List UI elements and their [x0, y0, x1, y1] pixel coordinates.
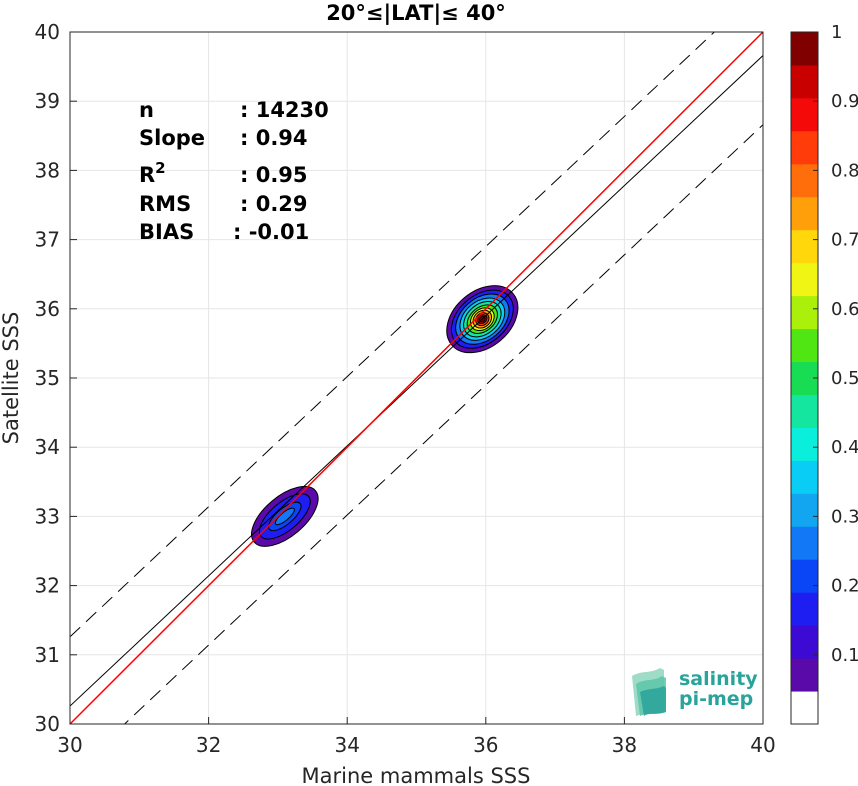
colorbar-segment	[791, 196, 818, 231]
logo-line-1: salinity	[679, 668, 758, 690]
colorbar-tick-label: 0.8	[831, 160, 858, 181]
stat-value: : 14230	[240, 98, 329, 122]
x-axis-label: Marine mammals SSS	[302, 764, 531, 786]
x-axis-ticks: 30 32 34 36 38 40	[57, 717, 776, 757]
y-tick-label: 38	[35, 158, 60, 182]
colorbar-tick-label: 1	[831, 22, 842, 43]
colorbar-segment	[791, 64, 818, 99]
rms-band-upper-line	[70, 32, 716, 638]
one-to-one-line	[70, 32, 763, 724]
colorbar-segment	[791, 32, 818, 66]
y-tick-label: 30	[35, 712, 60, 736]
y-axis-ticks: 30 31 32 33 34 35 36 37 38 39 40	[35, 20, 77, 736]
colorbar-tick-label: 0.3	[831, 506, 858, 527]
y-tick-label: 36	[35, 297, 60, 321]
colorbar: 0.1 0.2 0.3 0.4 0.5 0.6 0.7 0.8 0.9 1	[790, 22, 858, 725]
stat-label: n	[139, 98, 154, 122]
x-tick-label: 32	[196, 733, 221, 757]
grid	[69, 31, 764, 725]
colorbar-segment	[791, 262, 818, 297]
colorbar-segment	[791, 130, 818, 165]
x-tick-label: 34	[334, 733, 359, 757]
colorbar-tick-label: 0.2	[831, 576, 858, 597]
density-contour-lower	[274, 507, 295, 526]
x-tick-label: 40	[750, 733, 775, 757]
rms-band-lower-line	[123, 124, 763, 724]
colorbar-tick-label: 0.6	[831, 299, 858, 320]
colorbar-segment	[791, 97, 818, 132]
colorbar-segment	[791, 295, 818, 330]
colorbar-segment	[791, 559, 818, 593]
colorbar-tick-label: 0.1	[831, 645, 858, 666]
y-tick-label: 39	[35, 89, 60, 113]
x-tick-label: 30	[57, 733, 82, 757]
x-tick-label: 38	[612, 733, 637, 757]
y-tick-label: 33	[35, 504, 60, 528]
regression-line	[70, 55, 763, 707]
x-tick-label: 36	[473, 733, 498, 757]
y-tick-label: 37	[35, 228, 60, 252]
y-axis-label: Satellite SSS	[0, 312, 23, 445]
chart-title: 20°≤|LAT|≤ 40°	[326, 1, 506, 26]
y-tick-label: 32	[35, 574, 60, 598]
colorbar-segment	[791, 394, 818, 428]
stat-value: : 0.94	[240, 126, 308, 150]
colorbar-tick-label: 0.5	[831, 368, 858, 389]
y-tick-label: 35	[35, 366, 60, 390]
stat-value: : -0.01	[233, 220, 309, 244]
colorbar-segment	[791, 526, 818, 560]
colorbar-tick-label: 0.9	[831, 91, 858, 112]
colorbar-segment	[791, 691, 818, 725]
reference-lines	[70, 32, 763, 724]
stat-label: RMS	[139, 192, 191, 216]
y-tick-label: 40	[35, 20, 60, 44]
colorbar-segment	[791, 493, 818, 527]
colorbar-segment	[791, 658, 818, 692]
colorbar-segment	[791, 229, 818, 264]
stat-label: Slope	[139, 126, 205, 150]
stat-label: BIAS	[139, 220, 194, 244]
colorbar-segment	[791, 592, 818, 626]
stat-value: : 0.95	[240, 163, 308, 187]
colorbar-segment	[791, 328, 818, 363]
logo-wave-icon	[632, 668, 666, 716]
colorbar-segment	[791, 163, 818, 198]
y-tick-label: 34	[35, 435, 60, 459]
colorbar-segment	[791, 460, 818, 494]
colorbar-segment	[791, 427, 818, 461]
colorbar-tick-label: 0.4	[831, 437, 858, 458]
y-tick-label: 31	[35, 643, 60, 667]
stat-value: : 0.29	[240, 192, 308, 216]
colorbar-segment	[791, 625, 818, 659]
logo-line-2: pi-mep	[679, 688, 753, 710]
colorbar-tick-label: 0.7	[831, 230, 858, 251]
salinity-pi-mep-logo: salinity pi-mep	[632, 668, 758, 716]
